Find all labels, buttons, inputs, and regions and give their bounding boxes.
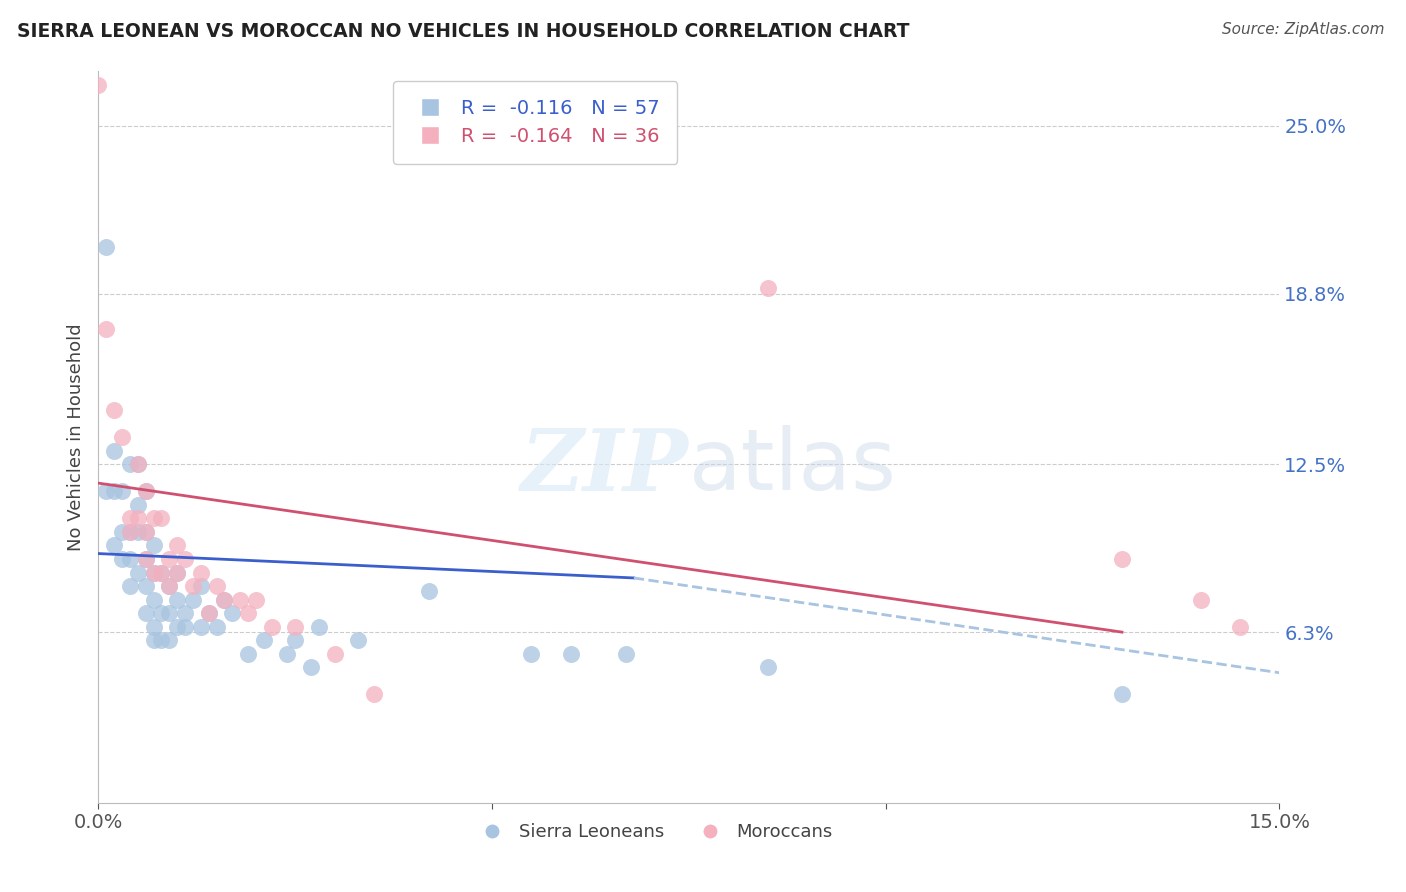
- Point: [157, 579, 180, 593]
- Y-axis label: No Vehicles in Household: No Vehicles in Household: [66, 323, 84, 551]
- Point: [142, 633, 165, 648]
- Point: [103, 443, 125, 458]
- Point: [111, 484, 134, 499]
- Point: [135, 579, 157, 593]
- Point: [190, 579, 212, 593]
- Point: [111, 552, 134, 566]
- Point: [135, 484, 157, 499]
- Point: [142, 566, 165, 580]
- Point: [756, 660, 779, 674]
- Point: [127, 498, 149, 512]
- Point: [150, 606, 173, 620]
- Point: [236, 606, 259, 620]
- Point: [166, 538, 188, 552]
- Point: [157, 633, 180, 648]
- Point: [166, 592, 188, 607]
- Point: [166, 566, 188, 580]
- Point: [142, 538, 165, 552]
- Point: [284, 620, 307, 634]
- Point: [135, 484, 157, 499]
- Point: [190, 620, 212, 634]
- Point: [135, 524, 157, 539]
- Point: [111, 524, 134, 539]
- Point: [284, 633, 307, 648]
- Point: [347, 633, 370, 648]
- Point: [1111, 688, 1133, 702]
- Point: [181, 592, 204, 607]
- Point: [150, 511, 173, 525]
- Point: [276, 647, 298, 661]
- Point: [157, 552, 180, 566]
- Point: [236, 647, 259, 661]
- Point: [166, 566, 188, 580]
- Point: [103, 403, 125, 417]
- Point: [205, 620, 228, 634]
- Point: [127, 566, 149, 580]
- Point: [181, 579, 204, 593]
- Point: [135, 524, 157, 539]
- Point: [614, 647, 637, 661]
- Point: [174, 552, 197, 566]
- Point: [197, 606, 219, 620]
- Point: [299, 660, 322, 674]
- Point: [118, 511, 141, 525]
- Point: [214, 592, 236, 607]
- Point: [142, 566, 165, 580]
- Point: [103, 538, 125, 552]
- Point: [253, 633, 276, 648]
- Text: Source: ZipAtlas.com: Source: ZipAtlas.com: [1222, 22, 1385, 37]
- Point: [150, 566, 173, 580]
- Point: [1111, 552, 1133, 566]
- Point: [190, 566, 212, 580]
- Point: [118, 524, 141, 539]
- Point: [118, 579, 141, 593]
- Text: SIERRA LEONEAN VS MOROCCAN NO VEHICLES IN HOUSEHOLD CORRELATION CHART: SIERRA LEONEAN VS MOROCCAN NO VEHICLES I…: [17, 22, 910, 41]
- Point: [118, 457, 141, 471]
- Point: [157, 579, 180, 593]
- Point: [135, 552, 157, 566]
- Point: [118, 524, 141, 539]
- Point: [96, 322, 118, 336]
- Point: [363, 688, 385, 702]
- Point: [135, 552, 157, 566]
- Point: [127, 457, 149, 471]
- Point: [197, 606, 219, 620]
- Point: [118, 552, 141, 566]
- Point: [135, 606, 157, 620]
- Point: [103, 484, 125, 499]
- Point: [1229, 620, 1251, 634]
- Point: [205, 579, 228, 593]
- Point: [308, 620, 330, 634]
- Point: [166, 620, 188, 634]
- Point: [96, 240, 118, 254]
- Point: [560, 647, 582, 661]
- Point: [127, 457, 149, 471]
- Point: [418, 584, 440, 599]
- Point: [150, 566, 173, 580]
- Point: [142, 592, 165, 607]
- Point: [142, 511, 165, 525]
- Point: [323, 647, 346, 661]
- Text: atlas: atlas: [689, 425, 897, 508]
- Point: [157, 606, 180, 620]
- Point: [520, 647, 543, 661]
- Point: [756, 281, 779, 295]
- Point: [214, 592, 236, 607]
- Point: [174, 620, 197, 634]
- Point: [127, 511, 149, 525]
- Point: [142, 620, 165, 634]
- Point: [96, 484, 118, 499]
- Point: [229, 592, 252, 607]
- Point: [1189, 592, 1212, 607]
- Point: [87, 78, 110, 92]
- Point: [221, 606, 243, 620]
- Point: [245, 592, 267, 607]
- Point: [260, 620, 283, 634]
- Legend: Sierra Leoneans, Moroccans: Sierra Leoneans, Moroccans: [467, 816, 841, 848]
- Point: [127, 524, 149, 539]
- Point: [174, 606, 197, 620]
- Text: ZIP: ZIP: [522, 425, 689, 508]
- Point: [111, 430, 134, 444]
- Point: [150, 633, 173, 648]
